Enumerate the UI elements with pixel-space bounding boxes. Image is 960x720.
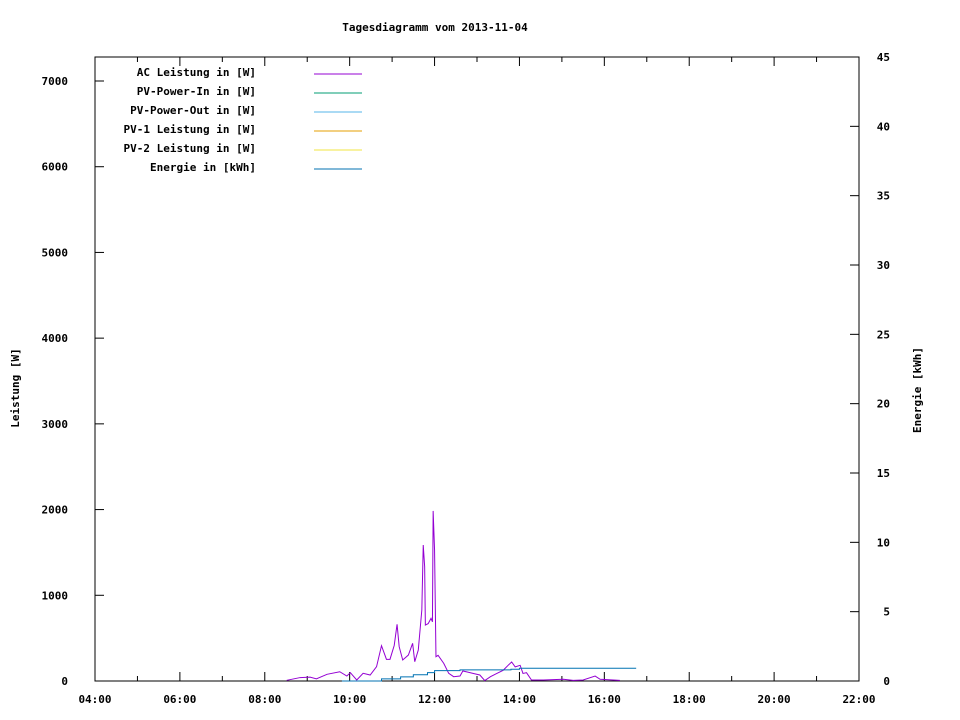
y2-tick-label: 45 <box>877 51 890 64</box>
x-tick-label: 18:00 <box>673 693 706 706</box>
chart-title: Tagesdiagramm vom 2013-11-04 <box>342 21 528 34</box>
x-tick-label: 04:00 <box>78 693 111 706</box>
x-tick-label: 06:00 <box>163 693 196 706</box>
x-tick-label: 08:00 <box>248 693 281 706</box>
legend-label: PV-Power-Out in [W] <box>130 104 256 117</box>
x-tick-label: 14:00 <box>503 693 536 706</box>
y2-tick-label: 10 <box>877 536 890 549</box>
legend-label: PV-Power-In in [W] <box>137 85 256 98</box>
legend-label: PV-1 Leistung in [W] <box>124 123 256 136</box>
y2-axis-label: Energie [kWh] <box>911 347 924 433</box>
x-tick-label: 10:00 <box>333 693 366 706</box>
legend-label: Energie in [kWh] <box>150 161 256 174</box>
y-tick-label: 4000 <box>42 332 69 345</box>
y-tick-label: 3000 <box>42 418 69 431</box>
y2-tick-label: 20 <box>877 398 890 411</box>
y-tick-label: 0 <box>61 675 68 688</box>
y-axis-label: Leistung [W] <box>9 348 22 427</box>
x-tick-label: 12:00 <box>418 693 451 706</box>
legend-label: AC Leistung in [W] <box>137 66 256 79</box>
y2-tick-label: 15 <box>877 467 890 480</box>
x-tick-label: 20:00 <box>758 693 791 706</box>
y-tick-label: 5000 <box>42 246 69 259</box>
x-tick-label: 16:00 <box>588 693 621 706</box>
y2-tick-label: 30 <box>877 259 890 272</box>
y2-tick-label: 40 <box>877 120 890 133</box>
series-line-1 <box>286 510 620 682</box>
x-tick-label: 22:00 <box>842 693 875 706</box>
y-tick-label: 6000 <box>42 161 69 174</box>
series-line-6 <box>341 667 637 682</box>
y2-tick-label: 0 <box>883 675 890 688</box>
y-tick-label: 7000 <box>42 75 69 88</box>
y2-tick-label: 5 <box>883 606 890 619</box>
y2-tick-label: 25 <box>877 328 890 341</box>
y-tick-label: 1000 <box>42 589 69 602</box>
y2-tick-label: 35 <box>877 190 890 203</box>
legend-label: PV-2 Leistung in [W] <box>124 142 256 155</box>
y-tick-label: 2000 <box>42 504 69 517</box>
